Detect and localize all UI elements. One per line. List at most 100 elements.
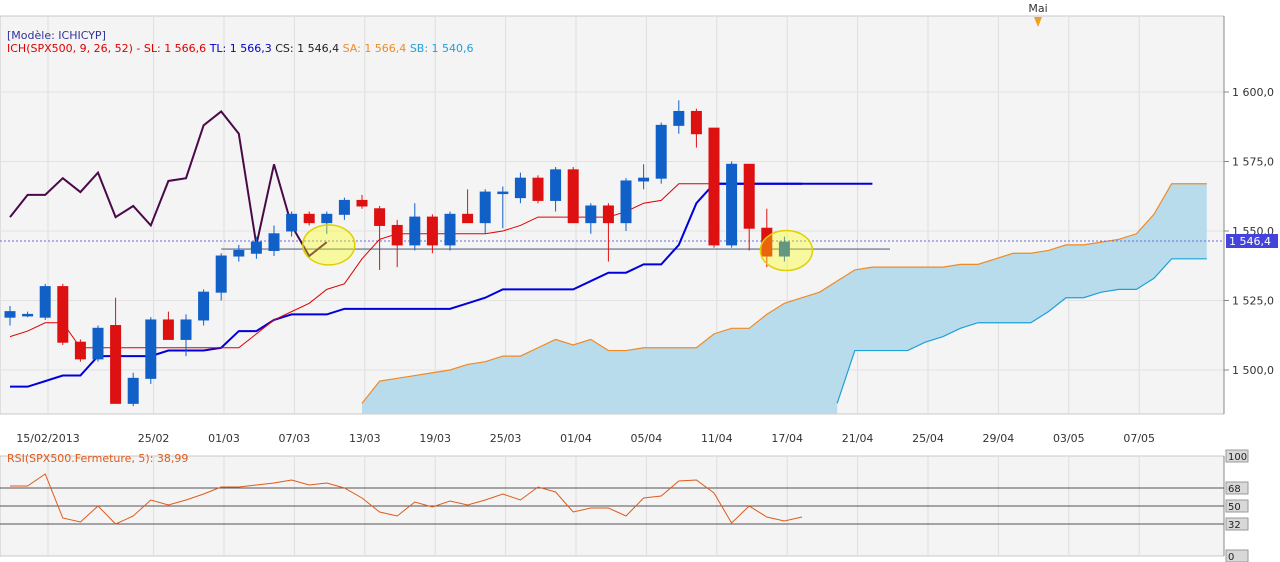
tenkan-line [9,183,767,349]
rsi-line [10,473,803,525]
candle-body [233,249,245,257]
rsi-legend: RSI(SPX500.Fermeture, 5): 38,99 [7,452,189,465]
candle-body [303,213,315,224]
tenkan-legend: SL: 1 566,6 [143,42,207,55]
x-tick-label: 07/03 [279,432,311,445]
candle-body [374,208,386,226]
kijun-legend: TL: 1 566,3 [209,42,272,55]
x-tick-label: 01/03 [208,432,240,445]
rsi-tick-box [1225,517,1249,531]
candle-body [22,313,34,317]
kijun-line [10,182,802,388]
indicator-name: ICH(SPX500, 9, 26, 52) - [7,42,141,55]
indicator-legend: ICH(SPX500, 9, 26, 52) - SL: 1 566,6 TL:… [7,42,474,55]
candle-body [567,169,579,224]
candle-body [145,319,157,379]
highlight-circle [302,224,356,266]
x-tick-label: 19/03 [419,432,451,445]
senkou-a-line [361,183,1207,404]
senkou-b-legend: SB: 1 540,6 [409,42,474,55]
price-axis-bg [1224,0,1280,562]
y-tick-label: 1 600,0 [1232,86,1274,99]
candle-body [638,177,650,182]
month-marker-label: Mai [1028,2,1047,15]
y-tick-label: 1 525,0 [1232,295,1274,308]
senkou-a-legend: SA: 1 566,4 [342,42,407,55]
rsi-tick-label: 50 [1228,502,1241,513]
candle-body [655,124,667,179]
rsi-tick-label: 0 [1228,552,1234,562]
month-marker-icon [1034,17,1042,27]
candle-body [409,216,421,246]
candle-body [532,177,544,201]
x-tick-label: 07/05 [1123,432,1155,445]
candle-body [321,213,333,224]
y-tick-label: 1 500,0 [1232,364,1274,377]
last-value-label: 1 546,4 [1229,235,1271,248]
candle-body [268,233,280,251]
rsi-tick-label: 68 [1228,484,1241,495]
candle-body [180,319,192,340]
x-tick-label: 25/04 [912,432,944,445]
x-tick-label: 05/04 [631,432,663,445]
candle-body [110,325,122,404]
x-tick-label: 15/02/2013 [16,432,79,445]
candle-body [743,163,755,229]
candle-body [690,110,702,135]
candle-body [761,227,773,257]
rsi-tick-box [1225,549,1249,562]
kumo-cloud [362,183,1207,414]
candle-body [497,191,509,195]
x-tick-label: 01/04 [560,432,592,445]
candle-body [479,191,491,224]
candle-body [726,163,738,246]
model-label: [Modèle: ICHICYP] [7,29,106,42]
candle-body [462,213,474,224]
chikou-line [9,110,328,258]
candle-body [585,205,597,224]
candle-body [198,291,210,321]
highlight-circle [759,229,814,272]
candle-body [426,216,438,246]
x-tick-label: 25/02 [138,432,170,445]
candle-body [215,255,227,293]
x-tick-label: 17/04 [771,432,803,445]
candle-body [602,205,614,224]
candle-body [708,127,720,246]
candle-body [57,286,69,343]
y-tick-label: 1 575,0 [1232,156,1274,169]
x-tick-label: 11/04 [701,432,733,445]
candle-body [444,213,456,246]
candle-body [4,311,16,318]
rsi-tick-box [1225,499,1249,513]
x-tick-label: 03/05 [1053,432,1085,445]
candle-body [74,341,86,360]
x-tick-label: 13/03 [349,432,381,445]
candle-body [673,110,685,126]
candle-body [286,213,298,232]
candle-body [162,319,174,340]
rsi-tick-label: 100 [1228,452,1247,463]
candle-body [39,286,51,318]
x-tick-label: 29/04 [983,432,1015,445]
rsi-tick-box [1225,481,1249,495]
candle-body [356,199,368,207]
rsi-tick-label: 32 [1228,520,1241,531]
last-value-badge [1226,234,1278,249]
x-tick-label: 21/04 [842,432,874,445]
x-tick-label: 25/03 [490,432,522,445]
rsi-tick-box [1225,449,1249,463]
candle-body [250,241,262,254]
candle-body [620,180,632,224]
candle-body [127,377,139,404]
candle-body [550,169,562,201]
senkou-b-line [836,258,1207,404]
candle-body [391,224,403,246]
candle-body [514,177,526,199]
candle-body [92,327,104,360]
candle-body [338,199,350,215]
candle-body [778,241,790,257]
chikou-legend: CS: 1 546,4 [275,42,340,55]
